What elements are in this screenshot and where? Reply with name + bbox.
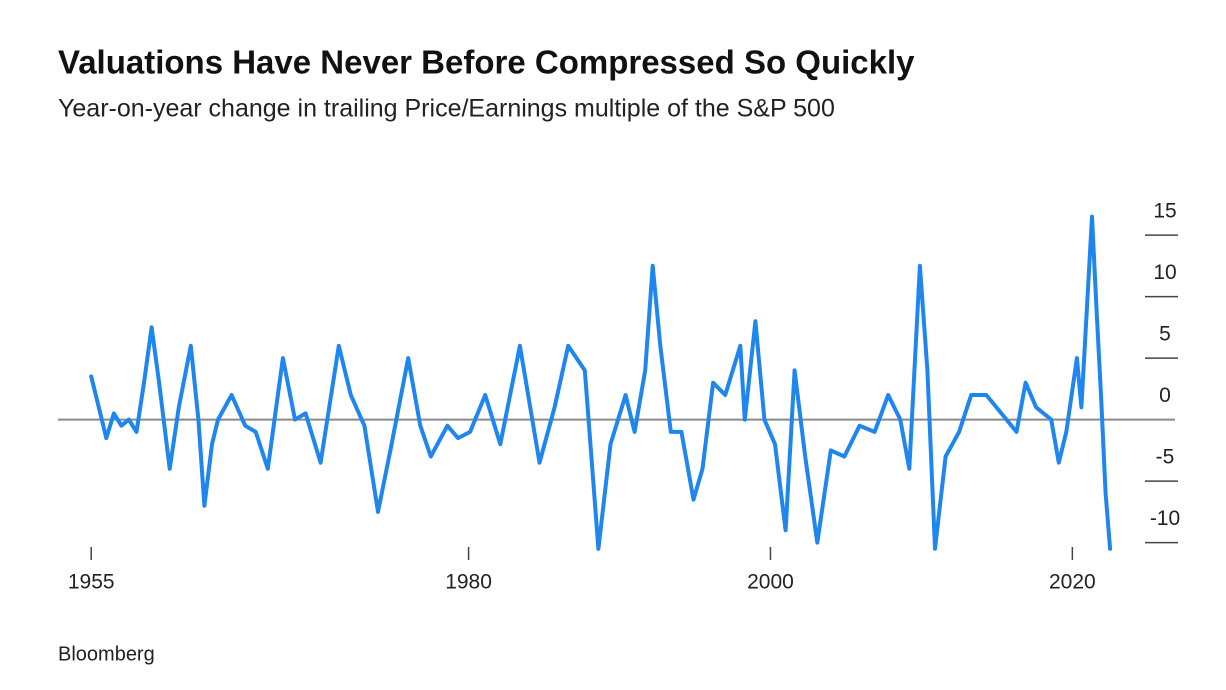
source: Bloomberg [58,643,155,665]
x-tick-label: 2020 [1049,571,1096,594]
y-tick-label: 0 [1159,384,1171,407]
y-tick-label: -10 [1150,507,1180,530]
x-tick-label: 1955 [68,571,115,594]
chart-title: Valuations Have Never Before Compressed … [58,44,915,81]
y-tick-label: 5 [1159,323,1171,346]
y-tick-label: 10 [1153,261,1176,284]
series-line [89,214,1113,551]
x-tick-label: 1980 [445,571,492,594]
y-tick-label: -5 [1156,446,1175,469]
y-tick-label: 15 [1153,200,1176,223]
x-tick-label: 2000 [747,571,794,594]
chart-subtitle: Year-on-year change in trailing Price/Ea… [58,95,835,123]
